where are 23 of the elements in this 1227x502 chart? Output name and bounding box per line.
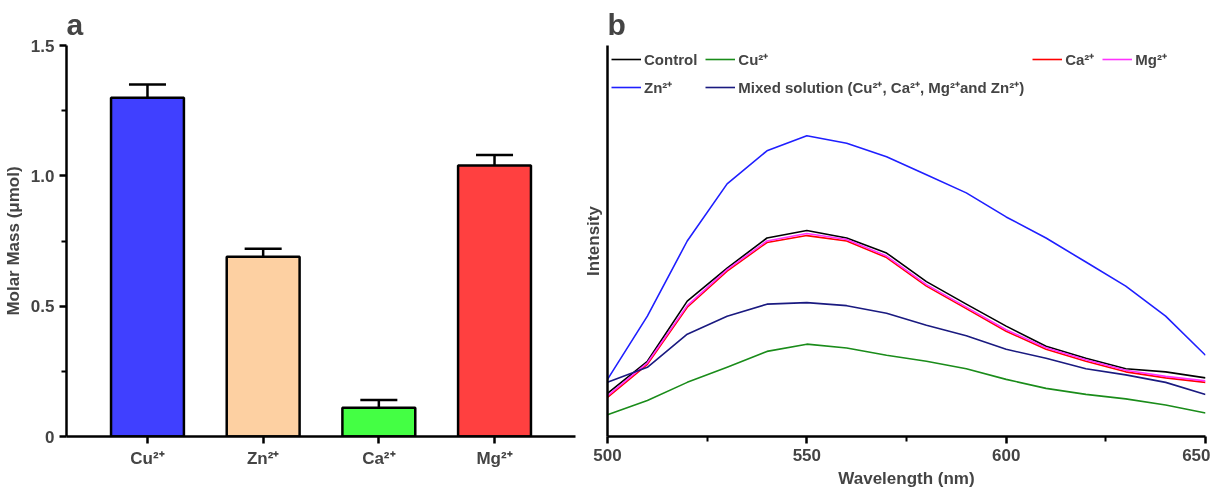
x-tick-label: Zn²⁺ <box>246 448 280 468</box>
y-axis-title: Molar Mass (μmol) <box>3 166 23 316</box>
y-tick-label: 0 <box>45 427 55 447</box>
chart-title: a <box>66 7 84 41</box>
chart-title: b <box>607 7 626 41</box>
x-tick-label: 600 <box>991 445 1021 465</box>
y-tick-label: 1.5 <box>30 36 55 56</box>
legend-label: Mixed solution (Cu²⁺, Ca²⁺, Mg²⁺and Zn²⁺) <box>738 78 1025 97</box>
legend-label: Cu²⁺ <box>738 50 769 69</box>
x-tick-label: Cu²⁺ <box>130 448 165 468</box>
y-tick-label: 1.0 <box>30 166 55 186</box>
legend-label: Control <box>644 50 698 68</box>
legend-label: Ca²⁺ <box>1065 50 1095 69</box>
y-axis-title: Intensity <box>583 205 603 276</box>
x-tick-label: 550 <box>792 445 822 465</box>
x-tick-label: 650 <box>1182 445 1211 465</box>
legend-label: Zn²⁺ <box>644 78 673 97</box>
x-tick-label: Mg²⁺ <box>476 448 513 468</box>
y-tick-label: 0.5 <box>30 297 55 317</box>
x-tick-label: 500 <box>593 445 622 465</box>
legend-label: Mg²⁺ <box>1135 50 1167 69</box>
x-axis-title: Wavelength (nm) <box>838 468 975 488</box>
x-tick-label: Ca²⁺ <box>362 448 396 468</box>
